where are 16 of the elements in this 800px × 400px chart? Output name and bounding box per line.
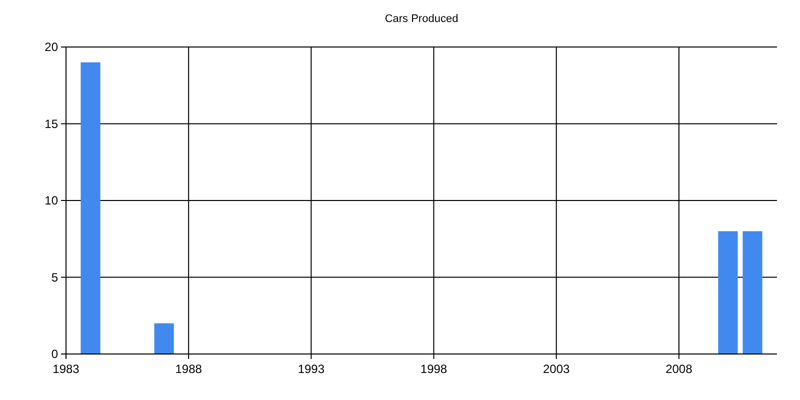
x-tick-label: 1983 xyxy=(52,362,80,376)
x-tick-label: 2008 xyxy=(666,362,693,376)
y-tick-label: 0 xyxy=(51,347,58,362)
x-tick-label: 1988 xyxy=(175,362,202,376)
bar xyxy=(742,231,762,354)
x-tick-label: 1998 xyxy=(420,362,448,376)
bar xyxy=(718,231,738,354)
y-tick-label: 10 xyxy=(44,194,58,208)
bar xyxy=(154,323,174,354)
y-tick-label: 5 xyxy=(51,270,58,284)
x-tick-label: 2003 xyxy=(542,362,570,376)
bar xyxy=(80,62,100,354)
y-tick-label: 20 xyxy=(44,40,58,54)
x-tick-label: 1993 xyxy=(298,362,325,376)
chart-title: Cars Produced xyxy=(384,13,458,25)
y-tick-label: 15 xyxy=(44,116,58,131)
